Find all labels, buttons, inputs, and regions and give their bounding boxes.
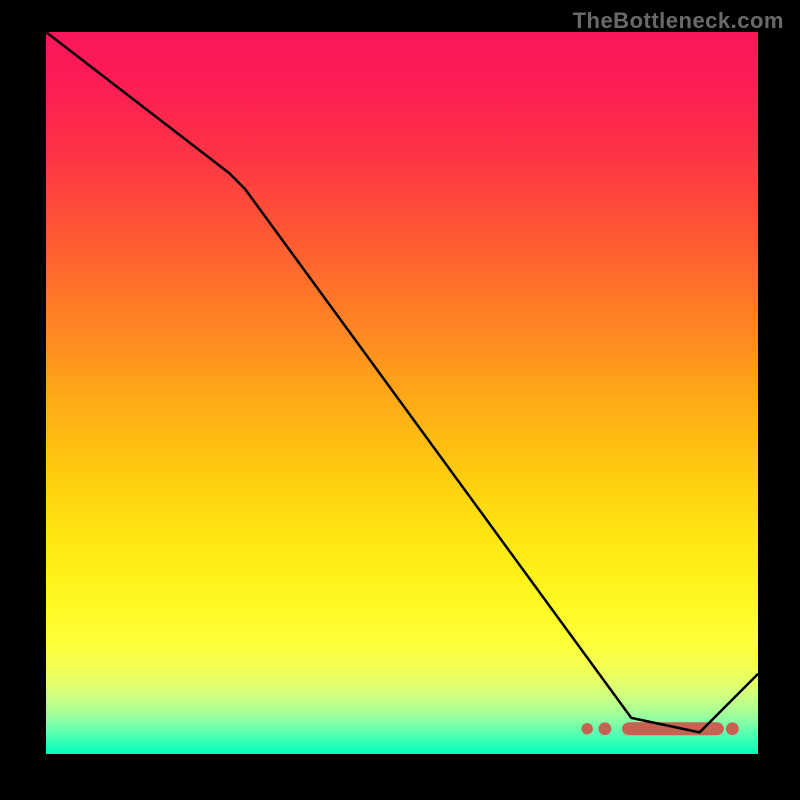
chart-svg: [46, 32, 758, 754]
marker-dot: [599, 722, 612, 735]
watermark-text: TheBottleneck.com: [573, 8, 784, 34]
chart-frame: [46, 32, 758, 754]
marker-dot: [581, 723, 592, 734]
gradient-background: [46, 32, 758, 754]
chart-container: TheBottleneck.com: [0, 0, 800, 800]
marker-dot: [726, 722, 739, 735]
